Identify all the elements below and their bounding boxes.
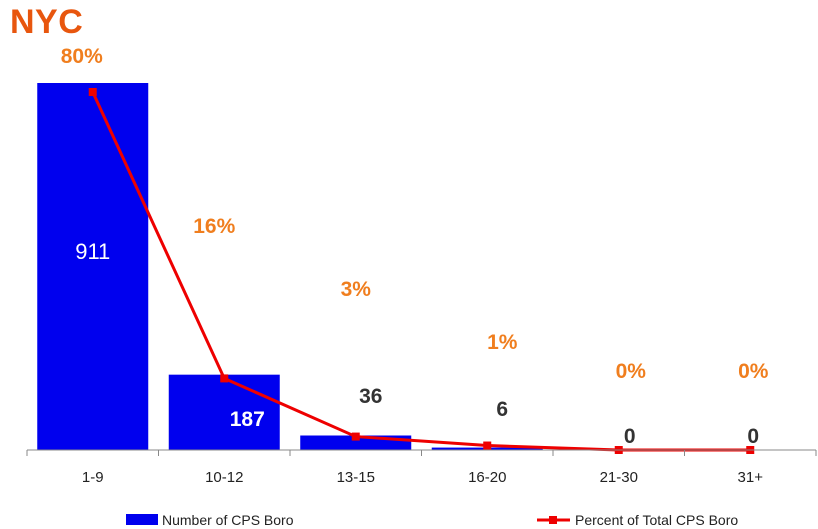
bars-group [37, 83, 543, 450]
x-tick-label-1-9: 1-9 [82, 469, 104, 486]
bar-value-label-31+: 0 [747, 425, 759, 448]
x-tick-label-31+: 31+ [738, 469, 764, 486]
percent-label-1-9: 80% [61, 45, 103, 68]
bar-10-12 [168, 374, 280, 450]
bar-value-label-13-15: 36 [359, 385, 382, 408]
data-labels: 911 187 36 6 0 0 80% 16% 3% 1% 0% 0% [61, 45, 769, 448]
legend: Number of CPS Boro Percent of Total CPS B… [126, 512, 738, 528]
chart-title: NYC [10, 3, 84, 41]
x-tick-label-10-12: 10-12 [205, 469, 243, 486]
bar-value-label-21-30: 0 [624, 425, 636, 448]
percent-label-10-12: 16% [193, 215, 235, 238]
percent-label-21-30: 0% [616, 360, 647, 383]
bar-value-label-10-12: 187 [230, 408, 265, 431]
x-tick-label-16-20: 16-20 [468, 469, 506, 486]
percent-point-1-9 [88, 88, 97, 96]
percent-label-31+: 0% [738, 360, 769, 383]
bar-value-label-1-9: 911 [75, 239, 110, 264]
percent-label-13-15: 3% [341, 278, 372, 301]
legend-swatch-marker [549, 516, 557, 524]
x-axis: 1-9 10-12 13-15 16-20 21-30 31+ [26, 449, 817, 486]
x-tick-label-13-15: 13-15 [337, 469, 375, 486]
percent-label-16-20: 1% [487, 331, 518, 354]
legend-swatch-bar [126, 514, 158, 525]
percent-point-13-15 [351, 432, 360, 441]
bar-value-label-16-20: 6 [496, 398, 508, 421]
legend-label-bar: Number of CPS Boro [162, 512, 294, 528]
percent-point-16-20 [483, 441, 492, 450]
percent-point-10-12 [220, 374, 229, 383]
bar-1-9 [37, 83, 149, 450]
x-tick-label-21-30: 21-30 [600, 469, 638, 486]
legend-label-line: Percent of Total CPS Boro [575, 512, 738, 528]
